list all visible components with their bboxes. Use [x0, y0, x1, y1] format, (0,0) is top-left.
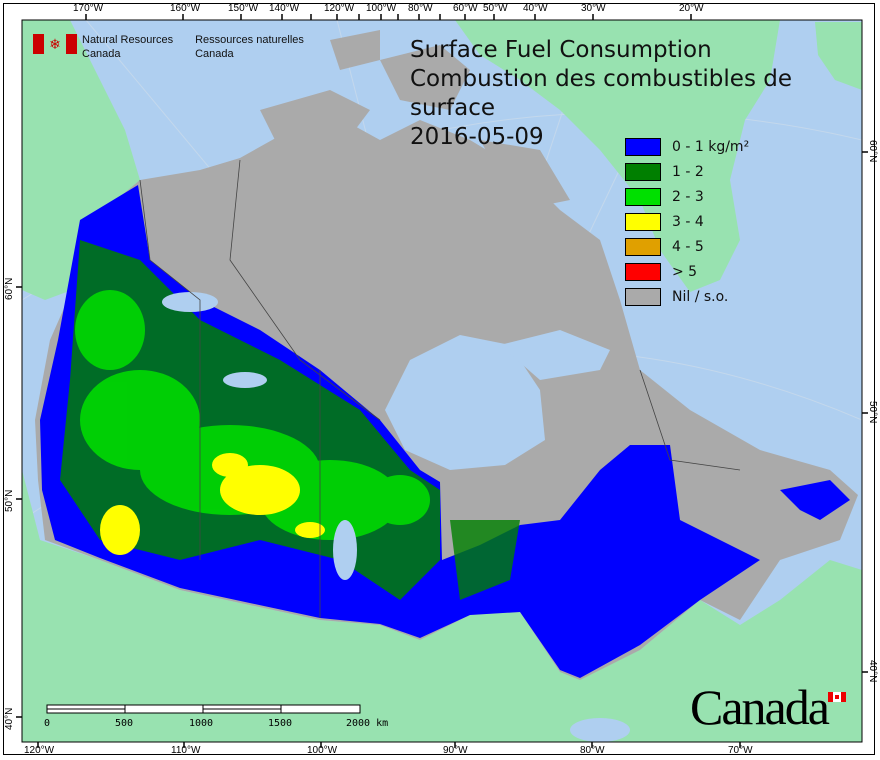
- legend-item: 3 - 4: [625, 209, 749, 234]
- lat-label: 50°N: [4, 489, 15, 512]
- canada-flag-icon: ❄: [33, 34, 77, 54]
- legend-item: > 5: [625, 259, 749, 284]
- map-outer-border: [3, 3, 875, 755]
- title-en: Surface Fuel Consumption: [410, 37, 712, 63]
- legend-swatch: [625, 262, 661, 281]
- scale-label: 500: [115, 718, 134, 729]
- legend-swatch: [625, 162, 661, 181]
- lon-label: 20°W: [679, 3, 704, 14]
- lakes: [162, 292, 630, 742]
- map-date: 2016-05-09: [410, 124, 544, 150]
- legend-item: 0 - 1 kg/m²: [625, 134, 749, 159]
- lon-label: 50°W: [483, 3, 508, 14]
- legend-item: 4 - 5: [625, 234, 749, 259]
- legend-label: 4 - 5: [672, 238, 704, 255]
- lon-label: 60°W: [453, 3, 478, 14]
- agency-name-en: Natural Resources: [82, 34, 174, 46]
- legend: 0 - 1 kg/m² 1 - 2 2 - 3 3 - 4 4 - 5 > 5 …: [625, 134, 749, 309]
- lon-label: 70°W: [728, 745, 753, 756]
- lat-label: 60°N: [4, 277, 15, 300]
- hudson-bay: [385, 335, 545, 470]
- scale-bar: [46, 704, 361, 714]
- lon-label: 170°W: [73, 3, 104, 14]
- arctic-islands: [260, 30, 570, 270]
- fuel-class-3-4: [100, 453, 325, 555]
- lat-label: 50°N: [867, 401, 878, 424]
- legend-swatch: [625, 187, 661, 206]
- scale-label: 2000 km: [346, 718, 389, 729]
- map-frame: [21, 19, 863, 743]
- fuel-class-0-1-east: [780, 480, 850, 520]
- lon-label: 120°W: [324, 3, 355, 14]
- legend-item: 1 - 2: [625, 159, 749, 184]
- lon-label: 100°W: [366, 3, 397, 14]
- lon-label: 90°W: [443, 745, 468, 756]
- map-title: Surface Fuel Consumption Combustion des …: [410, 36, 880, 152]
- scale-label: 1000: [189, 718, 214, 729]
- alaska-land: [22, 20, 140, 300]
- legend-swatch: [625, 237, 661, 256]
- usa-land: [22, 470, 862, 742]
- lon-label: 30°W: [581, 3, 606, 14]
- lon-label: 110°W: [171, 745, 201, 756]
- legend-swatch: [625, 137, 661, 156]
- legend-label: > 5: [672, 263, 698, 280]
- lon-label: 120°W: [24, 745, 55, 756]
- agency-name-en-2: Canada: [82, 48, 121, 60]
- title-fr: Combustion des combustibles de surface: [410, 66, 792, 121]
- lon-label: 140°W: [269, 3, 300, 14]
- legend-item: Nil / s.o.: [625, 284, 749, 309]
- wordmark-flag-icon: [828, 692, 846, 702]
- lon-label: 80°W: [408, 3, 433, 14]
- lat-label: 40°N: [4, 707, 15, 730]
- scale-label: 1500: [268, 718, 293, 729]
- legend-label: 0 - 1 kg/m²: [672, 138, 750, 155]
- iceland-land: [815, 22, 862, 90]
- lon-label: 160°W: [170, 3, 201, 14]
- greenland-land: [455, 20, 780, 292]
- frame-ticks: [16, 14, 868, 748]
- scale-label: 0: [44, 718, 51, 729]
- lon-label: 100°W: [307, 745, 338, 756]
- borders: [139, 159, 741, 618]
- legend-label: 3 - 4: [672, 213, 704, 230]
- agency-name-fr: Ressources naturelles: [195, 34, 304, 46]
- legend-swatch: [625, 287, 661, 306]
- lat-label: 40°N: [867, 660, 878, 683]
- agency-name-fr-2: Canada: [195, 48, 234, 60]
- nrcan-signature: ❄ Natural Resources Canada Ressources na…: [33, 33, 304, 61]
- legend-label: 2 - 3: [672, 188, 704, 205]
- lon-label: 80°W: [580, 745, 605, 756]
- lon-label: 150°W: [228, 3, 259, 14]
- fuel-class-0-1: [40, 185, 760, 678]
- legend-label: Nil / s.o.: [672, 288, 729, 305]
- legend-swatch: [625, 212, 661, 231]
- canada-wordmark: Canada: [690, 679, 830, 735]
- lon-label: 40°W: [523, 3, 548, 14]
- legend-item: 2 - 3: [625, 184, 749, 209]
- hudson-strait: [500, 330, 610, 380]
- legend-label: 1 - 2: [672, 163, 704, 180]
